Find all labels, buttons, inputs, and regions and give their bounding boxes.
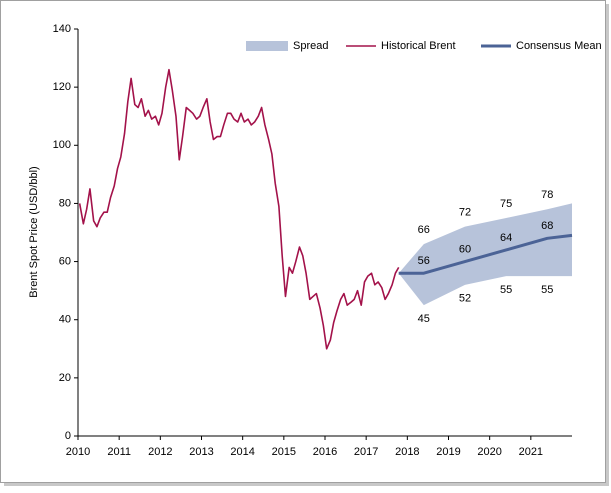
x-tick-label: 2020 bbox=[477, 446, 501, 458]
value-label: 64 bbox=[500, 232, 512, 244]
y-tick-label: 40 bbox=[59, 314, 71, 326]
upper-label: 78 bbox=[541, 189, 553, 201]
upper-label: 66 bbox=[418, 224, 430, 236]
value-label: 60 bbox=[459, 243, 471, 255]
y-tick-label: 100 bbox=[53, 139, 71, 151]
lower-label: 52 bbox=[459, 293, 471, 305]
y-tick-label: 20 bbox=[59, 372, 71, 384]
x-tick-label: 2019 bbox=[436, 446, 460, 458]
upper-label: 75 bbox=[500, 198, 512, 210]
lower-label: 45 bbox=[418, 313, 430, 325]
x-tick-label: 2018 bbox=[395, 446, 419, 458]
x-tick-label: 2021 bbox=[519, 446, 543, 458]
series-line bbox=[78, 68, 400, 350]
value-label: 68 bbox=[541, 220, 553, 232]
legend-label: Historical Brent bbox=[381, 40, 456, 52]
y-tick-label: 140 bbox=[53, 23, 71, 35]
value-label: 56 bbox=[418, 255, 430, 267]
upper-label: 72 bbox=[459, 207, 471, 219]
x-tick-label: 2014 bbox=[230, 446, 254, 458]
y-tick-label: 80 bbox=[59, 197, 71, 209]
legend-label: Consensus Mean bbox=[516, 40, 602, 52]
x-tick-label: 2015 bbox=[272, 446, 296, 458]
legend-label: Spread bbox=[293, 40, 328, 52]
x-tick-label: 2010 bbox=[66, 446, 90, 458]
y-axis-label: Brent Spot Price (USD/bbl) bbox=[28, 166, 40, 297]
legend-swatch bbox=[246, 41, 288, 51]
y-tick-label: 60 bbox=[59, 255, 71, 267]
series-line bbox=[398, 233, 573, 275]
x-tick-label: 2013 bbox=[189, 446, 213, 458]
lower-label: 55 bbox=[500, 284, 512, 296]
x-tick-label: 2017 bbox=[354, 446, 378, 458]
lower-label: 55 bbox=[541, 284, 553, 296]
x-tick-label: 2012 bbox=[148, 446, 172, 458]
y-tick-label: 120 bbox=[53, 81, 71, 93]
x-tick-label: 2016 bbox=[313, 446, 337, 458]
x-tick-label: 2011 bbox=[107, 446, 131, 458]
y-tick-label: 0 bbox=[65, 430, 71, 442]
